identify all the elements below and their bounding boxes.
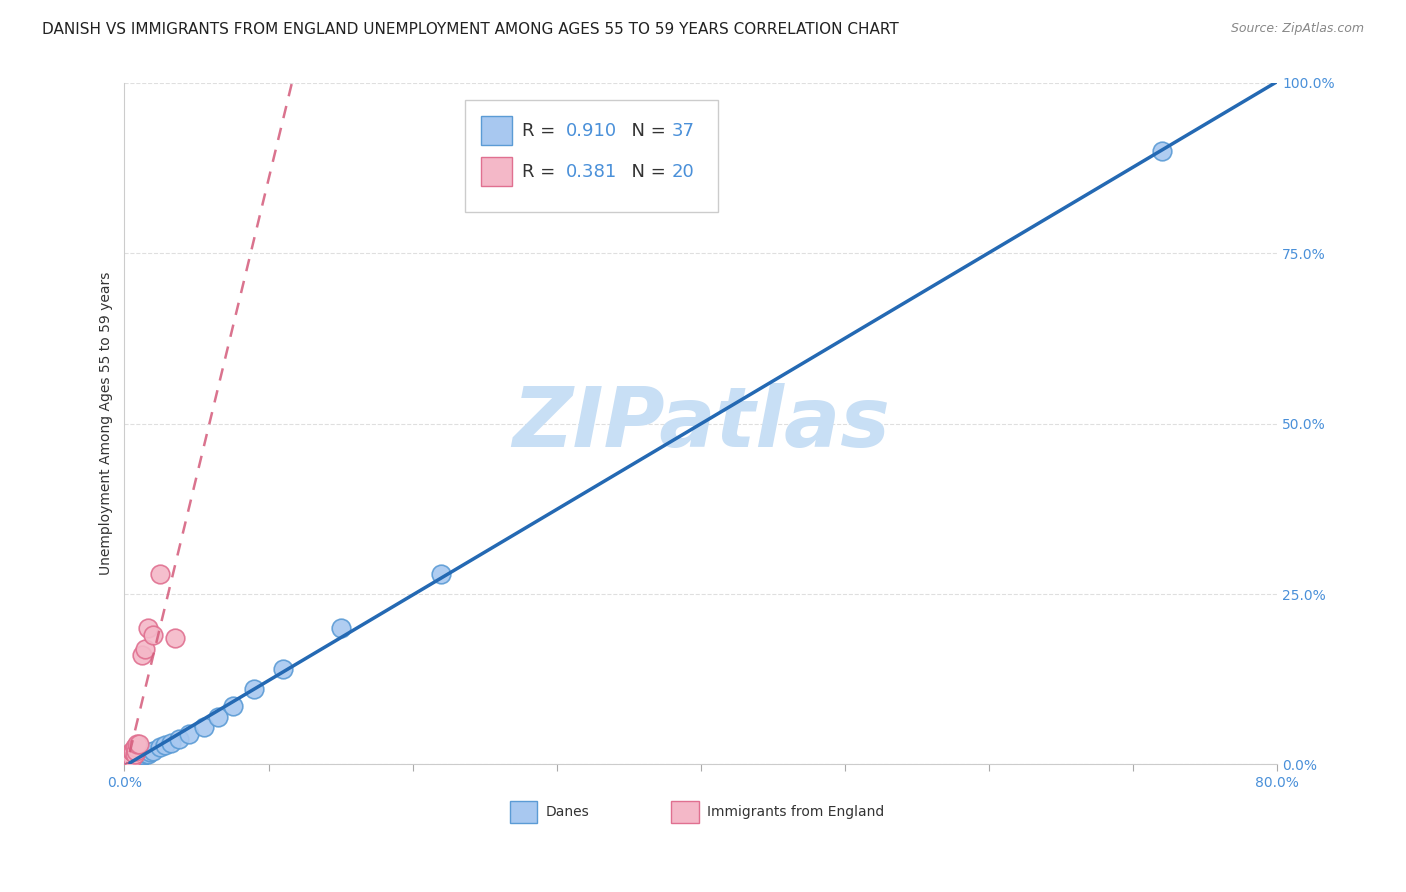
Text: Danes: Danes [546,805,589,819]
Point [136,747,159,761]
FancyBboxPatch shape [464,100,718,212]
Point [121,744,143,758]
Point [1150,144,1173,158]
FancyBboxPatch shape [481,157,512,186]
Point [329,621,352,635]
Point [125,751,148,765]
Point [120,749,142,764]
Point [129,749,152,764]
Point [117,754,139,768]
Point [124,740,146,755]
Text: 0.381: 0.381 [567,162,617,180]
Point [149,566,172,581]
Text: R =: R = [522,162,561,180]
Point [118,752,141,766]
Point [243,682,266,697]
Point [115,756,138,770]
Point [121,750,143,764]
FancyBboxPatch shape [481,116,512,145]
Point [430,566,453,581]
Point [120,753,142,767]
Text: Immigrants from England: Immigrants from England [707,805,884,819]
Point [120,754,142,768]
Point [128,750,150,764]
Point [117,750,139,764]
Point [121,753,143,767]
Text: N =: N = [620,162,672,180]
Point [127,750,149,764]
Point [153,739,176,753]
Point [131,648,153,663]
Point [118,754,141,768]
Point [117,756,139,770]
Point [124,751,146,765]
Point [167,731,190,746]
Point [179,727,201,741]
Point [118,747,141,762]
Point [134,641,156,656]
Point [136,621,159,635]
Point [221,699,243,714]
Text: DANISH VS IMMIGRANTS FROM ENGLAND UNEMPLOYMENT AMONG AGES 55 TO 59 YEARS CORRELA: DANISH VS IMMIGRANTS FROM ENGLAND UNEMPL… [42,22,898,37]
Point [122,745,145,759]
Point [128,737,150,751]
Point [207,709,229,723]
Text: 20: 20 [672,162,695,180]
Point [124,752,146,766]
FancyBboxPatch shape [509,801,537,823]
Point [159,736,181,750]
Point [132,747,155,762]
Point [122,752,145,766]
Point [128,749,150,764]
Point [118,755,141,769]
Point [127,737,149,751]
Point [139,745,162,759]
Point [121,753,143,767]
Point [135,747,157,762]
Point [193,720,215,734]
Text: N =: N = [620,121,672,140]
Point [115,754,138,768]
Point [163,632,186,646]
Point [117,755,139,769]
Y-axis label: Unemployment Among Ages 55 to 59 years: Unemployment Among Ages 55 to 59 years [100,272,114,575]
Text: ZIPatlas: ZIPatlas [512,384,890,464]
Text: Source: ZipAtlas.com: Source: ZipAtlas.com [1230,22,1364,36]
Point [131,748,153,763]
Text: 0.910: 0.910 [567,121,617,140]
Text: R =: R = [522,121,561,140]
Point [149,740,172,755]
Point [125,744,148,758]
Point [122,753,145,767]
FancyBboxPatch shape [671,801,699,823]
Point [142,744,165,758]
Text: 37: 37 [672,121,695,140]
Point [142,628,165,642]
Point [124,747,146,762]
Point [271,662,294,676]
